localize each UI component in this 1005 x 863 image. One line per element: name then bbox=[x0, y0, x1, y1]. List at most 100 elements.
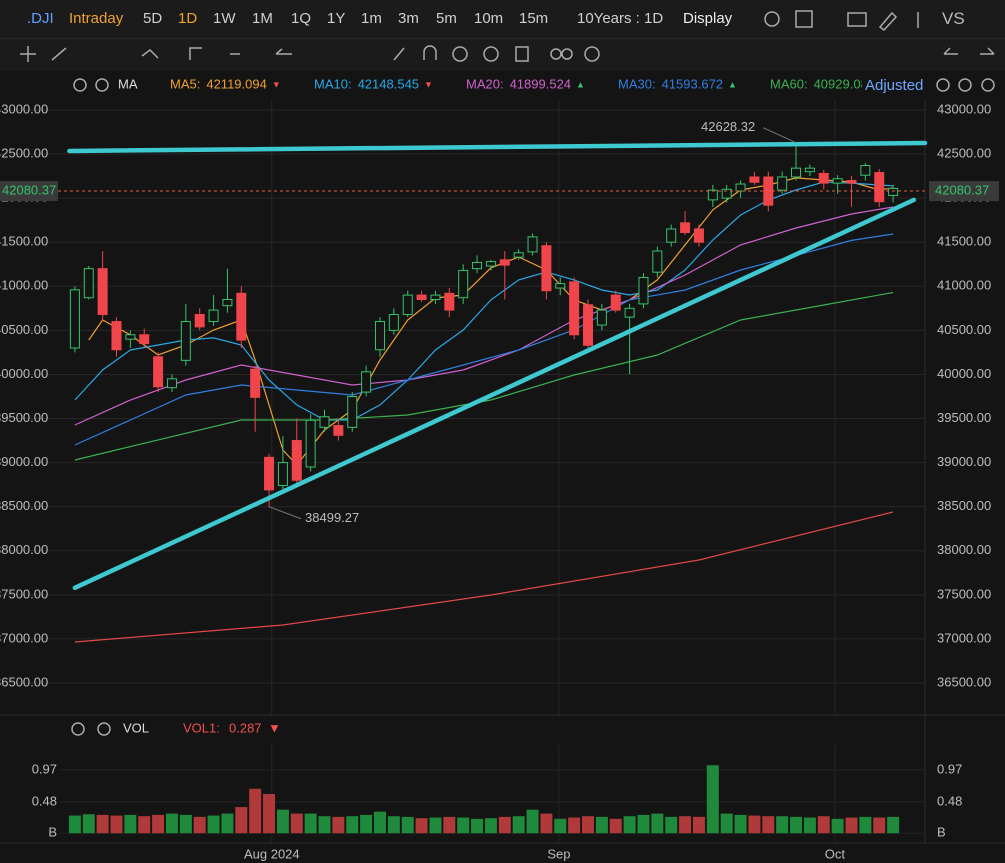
volume-bar bbox=[179, 814, 192, 834]
volume-bar bbox=[221, 813, 234, 834]
volume-bar bbox=[193, 816, 206, 834]
annotation-label: 42628.32 bbox=[701, 119, 755, 134]
volume-bar bbox=[554, 818, 567, 834]
ma-line bbox=[74, 511, 894, 643]
tab[interactable]: 1Y bbox=[327, 10, 346, 27]
volume-bar bbox=[817, 816, 830, 834]
y-tick-label: 42500.00 bbox=[0, 145, 48, 160]
candle-body bbox=[735, 183, 746, 192]
volume-bar bbox=[609, 818, 622, 834]
tab[interactable]: 1m bbox=[361, 10, 382, 27]
tab[interactable]: 1W bbox=[213, 10, 236, 27]
candle-body bbox=[277, 462, 288, 487]
volume-bar bbox=[290, 813, 303, 834]
candle-body bbox=[888, 187, 899, 196]
tab[interactable]: 1Q bbox=[291, 10, 312, 27]
tab[interactable]: 1D bbox=[178, 10, 198, 27]
candle-body bbox=[832, 178, 843, 184]
volume-bar bbox=[124, 814, 137, 834]
candle-body bbox=[846, 179, 857, 184]
volume-bar bbox=[568, 817, 581, 834]
volume-bar bbox=[360, 814, 373, 834]
volume-bar bbox=[595, 816, 608, 834]
volume-bar bbox=[762, 816, 775, 834]
y-tick-label: 38500.00 bbox=[937, 498, 991, 513]
indicator-name[interactable]: MA bbox=[118, 76, 138, 91]
candle-body bbox=[83, 268, 94, 299]
ma-line bbox=[74, 206, 894, 426]
candle-body bbox=[69, 289, 80, 349]
tab[interactable]: Intraday bbox=[69, 10, 124, 27]
volume-bar bbox=[401, 816, 414, 834]
adjusted[interactable]: Adjusted bbox=[865, 77, 923, 94]
candle-body bbox=[402, 294, 413, 315]
volume-bar bbox=[776, 816, 789, 834]
volume-bar bbox=[484, 818, 497, 834]
candle-body bbox=[693, 228, 704, 243]
ma-legend: MA5: 42119.094 ▼ MA10: 42148.545 ▼ MA20: 41899.… bbox=[170, 76, 862, 91]
legend-value: 41593.672 bbox=[662, 76, 723, 91]
candle-body bbox=[291, 440, 302, 481]
volume-tick-label: 0.97 bbox=[937, 761, 962, 776]
candle-body bbox=[749, 176, 760, 183]
compare[interactable]: VS bbox=[942, 9, 965, 28]
volume-tick-label: 0.48 bbox=[32, 793, 57, 808]
volume-bar bbox=[387, 816, 400, 834]
volume-bar bbox=[138, 816, 151, 834]
range-select[interactable]: 10Years : 1D bbox=[577, 10, 664, 27]
volume-bar bbox=[845, 817, 858, 834]
tab[interactable]: 1M bbox=[252, 10, 273, 27]
tab[interactable]: 3m bbox=[398, 10, 419, 27]
volume-bar bbox=[68, 815, 81, 834]
y-tick-label: 39000.00 bbox=[937, 454, 991, 469]
y-tick-label: 37000.00 bbox=[0, 630, 48, 645]
y-tick-label: 39000.00 bbox=[0, 454, 48, 469]
drawing-toolbar bbox=[0, 38, 1005, 71]
volume-bar bbox=[249, 788, 262, 834]
volume-bar bbox=[82, 814, 95, 834]
last-price-tag bbox=[0, 181, 58, 202]
volume-label: VOL1: bbox=[183, 720, 220, 735]
candle-body bbox=[347, 395, 358, 428]
y-tick-label: 38000.00 bbox=[0, 542, 48, 557]
candle-body bbox=[541, 245, 552, 292]
y-tick-label: 43000.00 bbox=[0, 101, 48, 116]
x-tick-label: Oct bbox=[825, 846, 846, 861]
tab[interactable]: 5D bbox=[143, 10, 163, 27]
y-tick-label: 43000.00 bbox=[937, 101, 991, 116]
legend-arrow: ▲ bbox=[576, 79, 585, 89]
toolbar: .DJI Intraday 5D 1D 1W 1M 1Q 1Y 1m 3m 5m… bbox=[0, 0, 1005, 38]
volume-tick-label: B bbox=[937, 825, 946, 840]
tab[interactable]: 15m bbox=[519, 10, 549, 27]
y-tick-label: 41000.00 bbox=[0, 278, 48, 293]
tab[interactable]: 5m bbox=[436, 10, 457, 27]
tab[interactable]: 10m bbox=[474, 10, 504, 27]
candle-body bbox=[264, 456, 275, 491]
candle-body bbox=[180, 321, 191, 361]
candle-body bbox=[388, 313, 399, 331]
volume-bar bbox=[443, 816, 456, 834]
trend-line bbox=[67, 140, 928, 154]
toolbar-icons bbox=[20, 10, 995, 736]
volume-bar bbox=[207, 815, 220, 834]
volume-bar bbox=[720, 813, 733, 834]
candle-body bbox=[97, 268, 108, 315]
volume-bar bbox=[165, 813, 178, 834]
candle-body bbox=[374, 321, 385, 351]
symbol[interactable]: .DJI bbox=[27, 10, 54, 27]
legend-label: MA30: bbox=[618, 76, 656, 91]
volume-bar bbox=[651, 813, 664, 834]
y-tick-label: 37000.00 bbox=[937, 630, 991, 645]
candle-body bbox=[250, 368, 261, 398]
candle-body bbox=[153, 356, 164, 388]
candle-body bbox=[804, 167, 815, 173]
volume-bar bbox=[512, 816, 525, 834]
volume-bar bbox=[665, 816, 678, 834]
volume-bar bbox=[859, 816, 872, 834]
candle-body bbox=[583, 304, 594, 346]
volume-bar bbox=[235, 807, 248, 834]
candle-body bbox=[791, 167, 802, 178]
volume-bar bbox=[623, 816, 636, 834]
candle-body bbox=[499, 259, 510, 266]
display-menu[interactable]: Display bbox=[683, 10, 733, 27]
